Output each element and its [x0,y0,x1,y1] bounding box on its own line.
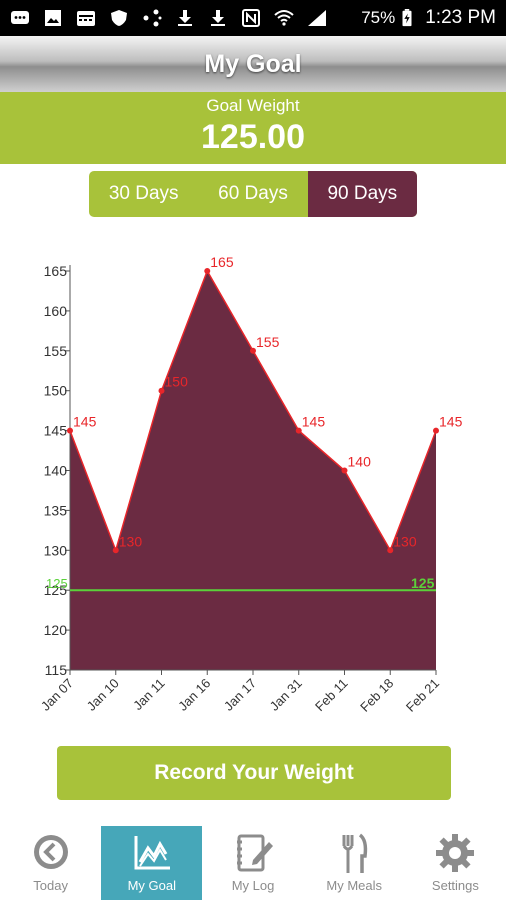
data-point [67,427,73,434]
nav-my-meals[interactable]: My Meals [304,826,405,900]
fork-knife-icon [332,832,376,876]
data-label: 140 [348,454,372,470]
data-point [433,427,439,434]
tab-60-days-label: 60 Days [218,183,288,204]
data-label: 145 [439,414,463,430]
nfc-icon [241,9,261,27]
y-tick-label: 140 [44,463,68,479]
goal-weight-value: 125.00 [201,118,305,156]
x-tick-label: Jan 16 [175,676,213,714]
record-weight-label: Record Your Weight [154,761,354,784]
y-tick-label: 150 [44,383,68,399]
y-tick-label: 115 [45,662,68,678]
nav-my-meals-label: My Meals [326,878,383,893]
download-icon [208,9,228,27]
goal-weight-label: Goal Weight [206,96,300,115]
messages-icon [10,9,30,27]
shield-icon [109,9,129,27]
signal-icon [307,9,327,27]
x-tick-label: Feb 11 [312,676,351,715]
status-icons [10,9,361,27]
y-tick-label: 130 [44,542,68,558]
area-fill [70,271,436,670]
x-tick-label: Jan 11 [130,676,168,714]
nav-my-goal-label: My Goal [127,878,176,893]
nav-my-log-label: My Log [231,878,275,893]
x-tick-label: Feb 18 [357,676,396,715]
record-weight-button[interactable]: Record Your Weight [57,746,451,800]
y-tick-label: 125 [44,582,68,598]
y-tick-label: 145 [44,423,68,439]
goal-weight-panel: Goal Weight 125.00 [0,92,506,164]
data-label: 155 [256,334,280,350]
gallery-icon [43,9,63,27]
data-label: 145 [73,414,97,430]
y-tick-label: 165 [44,263,68,279]
y-tick-label: 155 [44,343,68,359]
share-icon [142,9,162,27]
battery-percent: 75% [361,8,396,27]
data-label: 130 [119,533,143,549]
y-tick-label: 120 [44,622,68,638]
tab-90-days[interactable]: 90 Days [307,171,417,217]
gear-icon [433,832,477,876]
data-point [387,547,394,554]
data-label: 130 [393,533,417,549]
log-icon [231,832,275,876]
nav-today[interactable]: Today [0,826,101,900]
data-point [250,347,256,354]
data-point [295,427,302,434]
y-tick-label: 135 [44,502,68,518]
download-icon [175,9,195,27]
status-bar: 75% 1:23 PM [0,0,506,36]
goal-line-label-left: 125 [46,576,68,591]
data-point [341,467,348,474]
data-point [158,387,165,394]
x-tick-label: Jan 17 [221,676,259,714]
nav-settings-label: Settings [431,878,479,893]
page-title: My Goal [204,49,302,78]
y-tick-label: 160 [44,303,68,319]
data-label: 145 [302,414,326,430]
clock: 1:23 PM [425,7,496,28]
goal-line-label-right: 125 [411,575,435,591]
data-point [112,547,119,554]
bottom-nav: Today My Goal My Log My Meals Settings [0,826,506,900]
range-tabs: 30 Days 60 Days 90 Days [89,171,417,217]
x-tick-label: Feb 21 [403,676,442,715]
nav-my-log[interactable]: My Log [202,826,303,900]
battery-icon [401,9,413,27]
tab-30-days[interactable]: 30 Days [89,171,198,217]
title-bar: My Goal [0,36,506,92]
calendar-icon [76,9,96,27]
nav-today-label: Today [33,878,68,893]
tab-90-days-label: 90 Days [327,183,398,204]
tab-30-days-label: 30 Days [108,183,179,204]
today-icon [29,832,73,876]
wifi-icon [274,9,294,27]
nav-settings[interactable]: Settings [405,826,506,900]
nav-my-goal[interactable]: My Goal [101,826,203,900]
x-tick-label: Jan 07 [38,676,76,714]
x-tick-label: Jan 31 [267,676,305,714]
tab-60-days[interactable]: 60 Days [198,171,307,217]
data-label: 150 [165,374,189,390]
data-point [204,268,211,274]
x-tick-label: Jan 10 [84,676,122,714]
weight-chart: 115 120 125 130 135 140 145 150 155 160 165 125 125 1… [0,240,506,730]
data-label: 165 [210,254,234,270]
chart-icon [130,832,174,876]
